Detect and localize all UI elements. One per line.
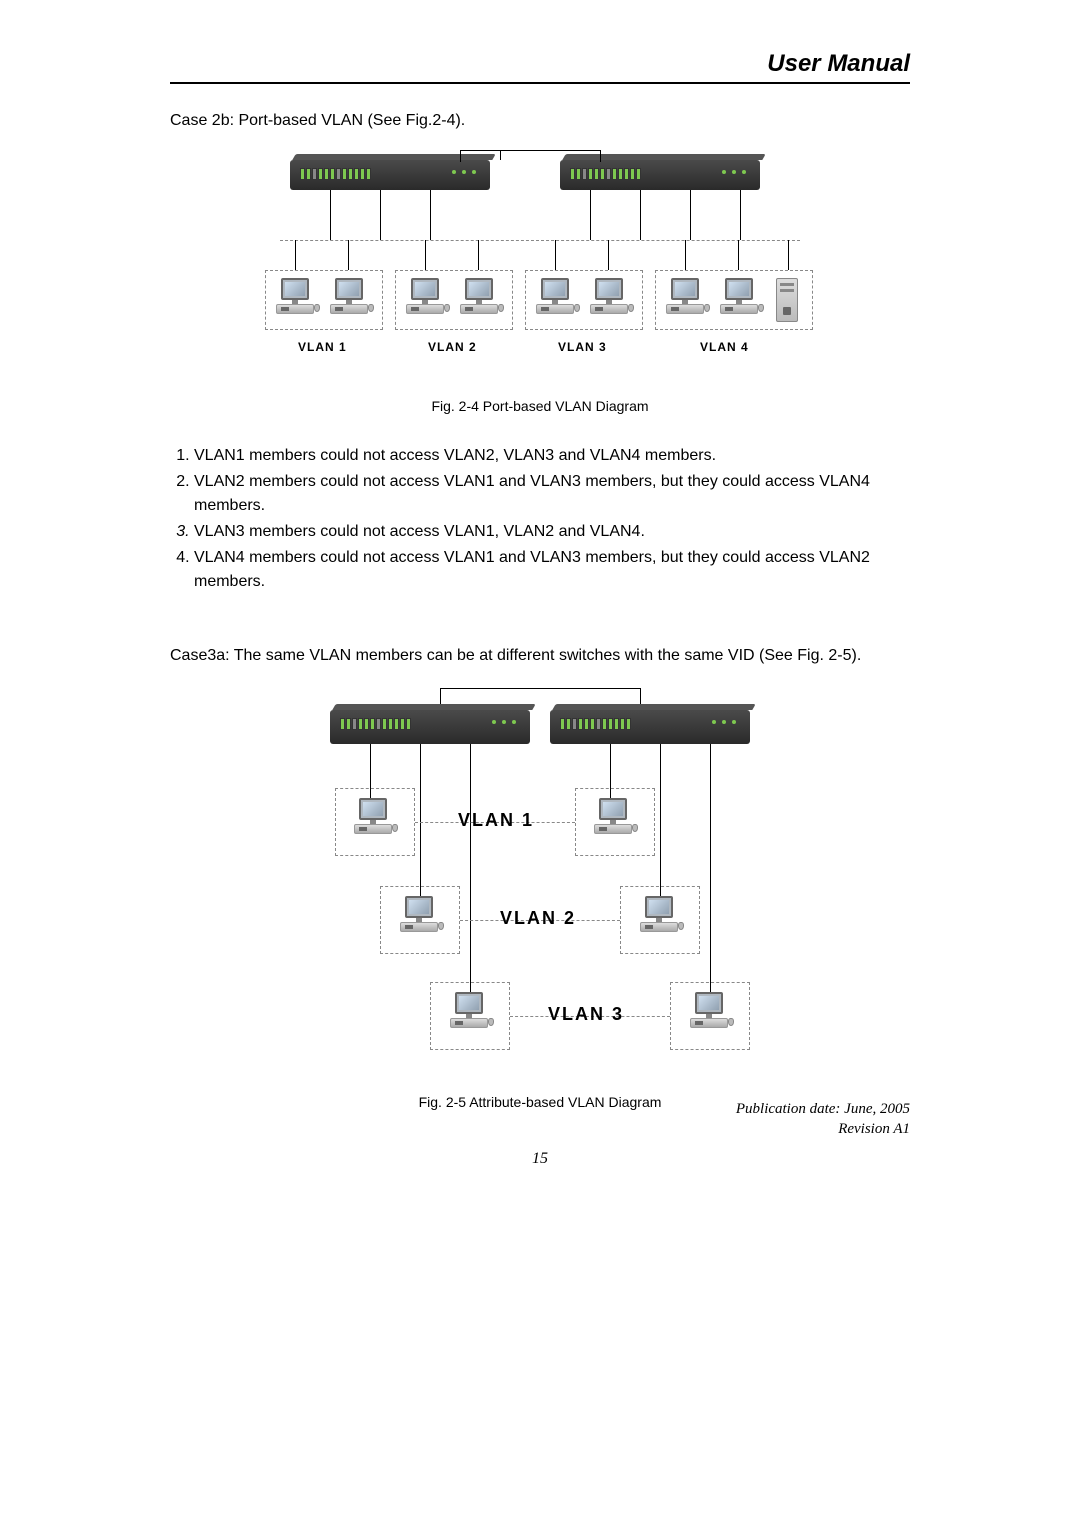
link-line [460, 150, 600, 151]
fig1-canvas: VLAN 1 VLAN 2 VLAN 3 VLAN 4 [260, 150, 820, 390]
link-line [430, 190, 431, 240]
switch-leds [492, 720, 516, 724]
switch-ports [560, 718, 660, 730]
figure-2-4: VLAN 1 VLAN 2 VLAN 3 VLAN 4 Fig. 2-4 Por… [170, 150, 910, 414]
link-line [478, 240, 479, 270]
link-line [295, 240, 296, 270]
rule-item: VLAN4 members could not access VLAN1 and… [194, 546, 910, 594]
link-line [425, 240, 426, 270]
link-line [380, 190, 381, 240]
link-line [660, 744, 661, 898]
switch-leds [722, 170, 746, 174]
vlan3-label: VLAN 3 [548, 1004, 624, 1025]
header-title: User Manual [767, 50, 910, 77]
vlan2-label: VLAN 2 [500, 908, 576, 929]
link-line [470, 744, 471, 994]
rule-item: VLAN2 members could not access VLAN1 and… [194, 470, 910, 518]
vlan1-label: VLAN 1 [298, 340, 347, 354]
fig2-canvas: VLAN 1 VLAN 2 VLAN 3 [320, 688, 760, 1088]
bus-line [280, 240, 800, 241]
page-number: 15 [532, 1150, 548, 1168]
rule-item: VLAN1 members could not access VLAN2, VL… [194, 444, 910, 468]
link-line [690, 190, 691, 240]
fig1-caption: Fig. 2-4 Port-based VLAN Diagram [170, 398, 910, 414]
revision: Revision A1 [736, 1120, 910, 1140]
link-line [788, 240, 789, 270]
pc-icon [276, 278, 314, 314]
pc-icon [640, 896, 678, 932]
link-line [440, 688, 640, 689]
figure-2-5: VLAN 1 VLAN 2 VLAN 3 Fig. 2-5 Attribute-… [170, 688, 910, 1110]
link-line [608, 240, 609, 270]
vlan3-label: VLAN 3 [558, 340, 607, 354]
link-line [738, 240, 739, 270]
pc-icon [594, 798, 632, 834]
pc-icon [406, 278, 444, 314]
link-line [500, 150, 501, 160]
link-line [330, 190, 331, 240]
pc-icon [536, 278, 574, 314]
rules-list: VLAN1 members could not access VLAN2, VL… [170, 444, 910, 594]
rule-item: VLAN3 members could not access VLAN1, VL… [194, 520, 910, 544]
link-line [685, 240, 686, 270]
link-line [640, 190, 641, 240]
case2b-label: Case 2b: Port-based VLAN (See Fig.2-4). [170, 112, 910, 130]
footer: Publication date: June, 2005 Revision A1 [736, 1100, 910, 1139]
pc-icon [690, 992, 728, 1028]
pub-date: Publication date: June, 2005 [736, 1100, 910, 1120]
switch-leds [452, 170, 476, 174]
pc-icon [460, 278, 498, 314]
switch-right [550, 710, 750, 744]
pc-icon [354, 798, 392, 834]
link-line [348, 240, 349, 270]
switch-left [330, 710, 530, 744]
pc-icon [590, 278, 628, 314]
vlan1-label: VLAN 1 [458, 810, 534, 831]
page-content: User Manual Case 2b: Port-based VLAN (Se… [170, 50, 910, 1130]
link-line [600, 150, 601, 162]
pc-icon [666, 278, 704, 314]
link-line [590, 190, 591, 240]
switch-ports [300, 168, 400, 180]
vlan2-label: VLAN 2 [428, 340, 477, 354]
pc-icon [400, 896, 438, 932]
link-line [710, 744, 711, 994]
vlan4-label: VLAN 4 [700, 340, 749, 354]
switch-ports [570, 168, 670, 180]
link-line [740, 190, 741, 240]
switch-1 [290, 160, 490, 190]
link-line [555, 240, 556, 270]
link-line [420, 744, 421, 898]
pc-icon [330, 278, 368, 314]
pc-icon [720, 278, 758, 314]
page-header: User Manual [170, 50, 910, 84]
server-icon [776, 278, 798, 322]
switch-leds [712, 720, 736, 724]
pc-icon [450, 992, 488, 1028]
case3a-label: Case3a: The same VLAN members can be at … [170, 644, 910, 668]
switch-2 [560, 160, 760, 190]
link-line [460, 150, 461, 162]
switch-ports [340, 718, 440, 730]
